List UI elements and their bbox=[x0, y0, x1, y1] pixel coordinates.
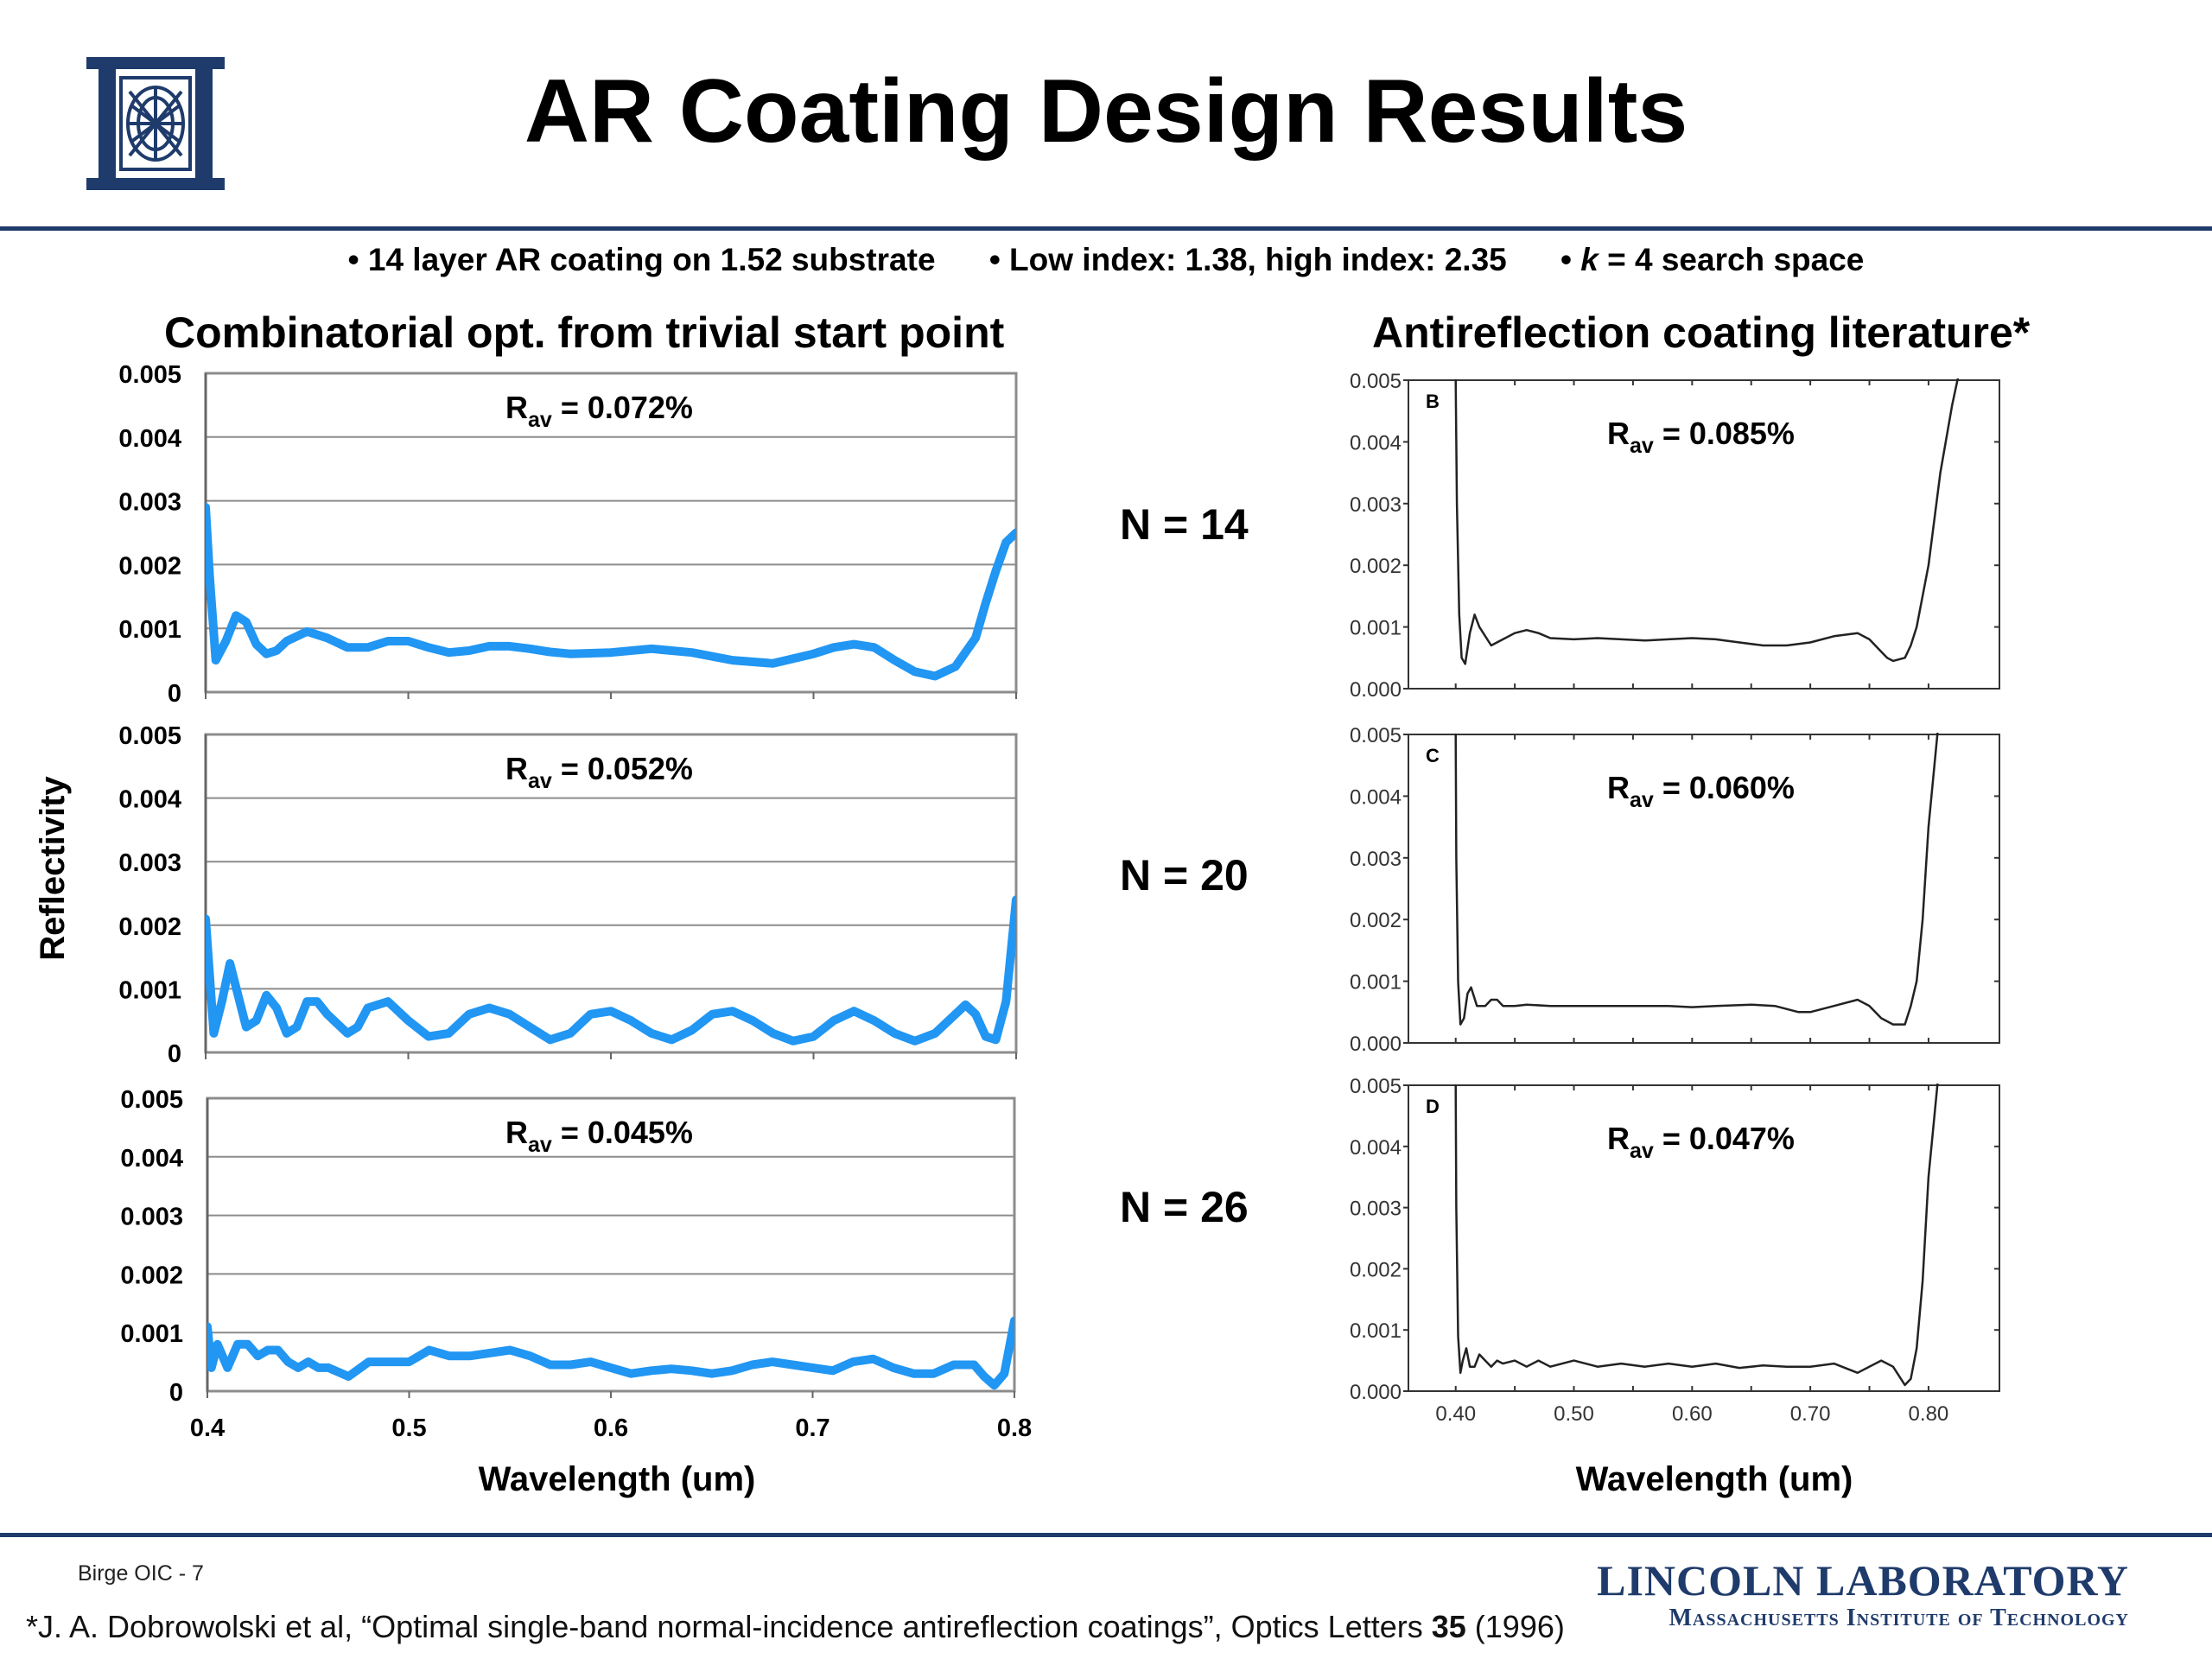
x-tick-label: 0.80 bbox=[1909, 1402, 1949, 1426]
series-line bbox=[207, 1316, 1014, 1390]
plot-frame bbox=[1408, 379, 2000, 690]
y-tick-label: 0.001 bbox=[120, 1320, 183, 1348]
bullet-item: • Low index: 1.38, high index: 2.35 bbox=[988, 242, 1507, 277]
y-tick-label: 0.003 bbox=[118, 489, 181, 517]
rav-annotation: Rav = 0.052% bbox=[505, 751, 693, 793]
y-tick-label: 0.001 bbox=[118, 616, 181, 644]
x-tick-label: 0.5 bbox=[391, 1414, 426, 1442]
y-tick-label: 0.000 bbox=[1350, 1033, 1402, 1056]
bullet-item: • 14 layer AR coating on 1.52 substrate bbox=[347, 242, 936, 277]
y-tick-label: 0.002 bbox=[118, 913, 181, 941]
x-tick-label: 0.6 bbox=[594, 1414, 628, 1442]
y-tick-label: 0.001 bbox=[1350, 617, 1402, 640]
n-label: N = 20 bbox=[1120, 851, 1249, 899]
y-tick-label: 0 bbox=[168, 1040, 181, 1068]
series-line bbox=[206, 895, 1016, 1046]
y-tick-label: 0.005 bbox=[1350, 370, 1402, 393]
y-tick-label: 0.002 bbox=[1350, 909, 1402, 932]
y-tick-label: 0 bbox=[169, 1379, 183, 1407]
series-line bbox=[1454, 378, 1960, 665]
rav-annotation: Rav = 0.045% bbox=[505, 1115, 693, 1157]
y-tick-label: 0.002 bbox=[1350, 555, 1402, 578]
rav-annotation: Rav = 0.085% bbox=[1607, 416, 1795, 458]
y-tick-label: 0.005 bbox=[118, 722, 181, 750]
plot-frame bbox=[1408, 1084, 2000, 1392]
n-label: N = 14 bbox=[1120, 500, 1249, 549]
y-tick-label: 0.003 bbox=[1350, 493, 1402, 517]
y-tick-label: 0.004 bbox=[1350, 785, 1402, 809]
n-label: N = 26 bbox=[1120, 1183, 1249, 1231]
institute-name: Massachusetts Institute of Technology bbox=[1669, 1605, 2129, 1631]
x-tick-label: 0.4 bbox=[190, 1414, 225, 1442]
series-line bbox=[1454, 733, 1939, 1026]
y-tick-label: 0.003 bbox=[1350, 848, 1402, 871]
x-tick-label: 0.8 bbox=[997, 1414, 1032, 1442]
footer-divider bbox=[0, 1533, 2212, 1537]
y-tick-label: 0.004 bbox=[118, 425, 181, 453]
rav-annotation: Rav = 0.047% bbox=[1607, 1121, 1795, 1163]
y-tick-label: 0 bbox=[168, 680, 181, 708]
y-tick-label: 0.005 bbox=[118, 361, 181, 389]
rav-annotation: Rav = 0.060% bbox=[1607, 770, 1795, 812]
y-tick-label: 0.001 bbox=[1350, 971, 1402, 995]
y-tick-label: 0.000 bbox=[1350, 1381, 1402, 1404]
plot-frame bbox=[1408, 734, 2000, 1044]
y-tick-label: 0.004 bbox=[1350, 431, 1402, 454]
y-axis-title: Reflectivity bbox=[34, 776, 72, 961]
citation: *J. A. Dobrowolski et al, “Optimal singl… bbox=[26, 1609, 1565, 1644]
y-tick-label: 0.001 bbox=[1350, 1319, 1402, 1343]
y-tick-label: 0.005 bbox=[120, 1086, 183, 1114]
y-tick-label: 0.003 bbox=[118, 849, 181, 877]
page-title: AR Coating Design Results bbox=[524, 61, 1688, 162]
bullet-item: • k = 4 search space bbox=[1560, 242, 1865, 277]
rav-annotation: Rav = 0.072% bbox=[505, 390, 693, 432]
x-axis-title: Wavelength (um) bbox=[479, 1460, 756, 1498]
series-line bbox=[206, 503, 1016, 681]
header-divider bbox=[0, 226, 2212, 231]
y-tick-label: 0.005 bbox=[1350, 1075, 1402, 1098]
y-tick-label: 0.004 bbox=[118, 786, 181, 814]
x-tick-label: 0.40 bbox=[1435, 1402, 1476, 1426]
x-tick-label: 0.70 bbox=[1790, 1402, 1831, 1426]
panel-letter: D bbox=[1426, 1096, 1440, 1117]
y-tick-label: 0.005 bbox=[1350, 724, 1402, 747]
y-tick-label: 0.002 bbox=[1350, 1258, 1402, 1281]
panel-letter: C bbox=[1426, 745, 1440, 766]
y-tick-label: 0.004 bbox=[1350, 1136, 1402, 1160]
y-tick-label: 0.003 bbox=[120, 1204, 183, 1231]
x-axis-title: Wavelength (um) bbox=[1576, 1460, 1853, 1498]
x-tick-label: 0.50 bbox=[1554, 1402, 1594, 1426]
slide-number: Birge OIC - 7 bbox=[78, 1561, 204, 1586]
series-line bbox=[1454, 1084, 1939, 1387]
y-tick-label: 0.000 bbox=[1350, 678, 1402, 702]
panel-letter: B bbox=[1426, 391, 1440, 412]
y-tick-label: 0.004 bbox=[120, 1145, 183, 1173]
y-tick-label: 0.001 bbox=[118, 976, 181, 1004]
spec-bullets: • 14 layer AR coating on 1.52 substrate … bbox=[0, 242, 2212, 278]
right-panel-title: Antireflection coating literature* bbox=[1372, 308, 2031, 357]
x-tick-label: 0.60 bbox=[1672, 1402, 1713, 1426]
lab-name: LINCOLN LABORATORY bbox=[1597, 1556, 2129, 1605]
left-panel-title: Combinatorial opt. from trivial start po… bbox=[164, 308, 1005, 357]
x-tick-label: 0.7 bbox=[795, 1414, 830, 1442]
y-tick-label: 0.003 bbox=[1350, 1198, 1402, 1221]
y-tick-label: 0.002 bbox=[120, 1262, 183, 1289]
y-tick-label: 0.002 bbox=[118, 552, 181, 580]
mit-logo bbox=[86, 57, 225, 190]
